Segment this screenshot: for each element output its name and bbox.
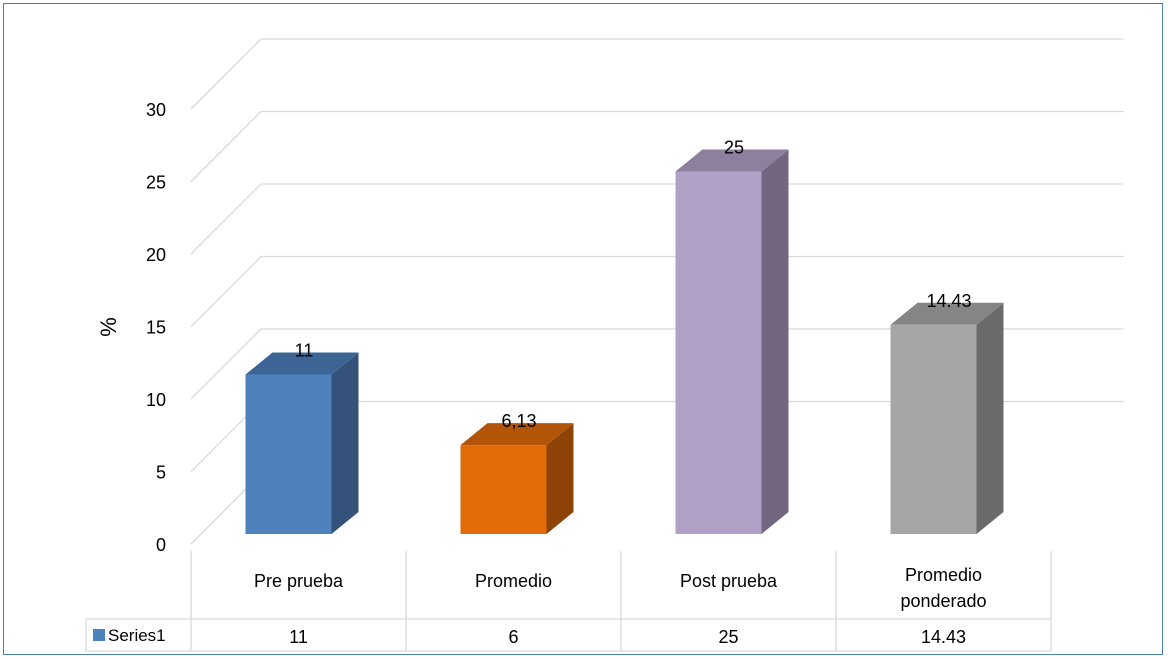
y-tick-label: 20 xyxy=(146,245,166,265)
y-tick-label: 5 xyxy=(156,463,166,483)
y-tick-label: 15 xyxy=(146,318,166,338)
bar-top xyxy=(890,302,1004,325)
y-axis-ticks: 0 5 10 15 20 25 30 xyxy=(146,100,166,555)
gridline-slant xyxy=(190,183,262,255)
bars xyxy=(245,149,1004,534)
legend-series-label: Series1 xyxy=(108,626,166,645)
data-table: Pre prueba 11 Promedio 6 Post prueba 25 Promed… xyxy=(85,551,1052,652)
category-label: Promedio xyxy=(475,571,552,591)
bar xyxy=(890,324,977,534)
category-label: Promedio ponderado xyxy=(900,565,986,611)
bar-top xyxy=(245,352,359,375)
table-value: 14.43 xyxy=(921,627,966,647)
legend-swatch xyxy=(93,629,105,641)
table-value: 11 xyxy=(289,627,308,647)
bar-side xyxy=(976,302,1004,534)
bar-top xyxy=(675,149,789,172)
bar-top xyxy=(460,423,574,446)
gridline-slant xyxy=(190,328,262,400)
table-value: 25 xyxy=(718,627,738,647)
bar-side xyxy=(331,352,359,534)
y-tick-label: 10 xyxy=(146,390,166,410)
table-value: 6 xyxy=(508,627,518,647)
bar-side xyxy=(761,149,789,534)
bar xyxy=(245,374,332,534)
y-tick-label: 0 xyxy=(156,535,166,555)
y-tick-label: 25 xyxy=(146,173,166,193)
data-label: 11 xyxy=(295,341,314,361)
chart-frame: 0 5 10 15 20 25 30 % 11 6,13 25 14.43 Pre prueba 1… xyxy=(3,3,1163,655)
bar-chart: 0 5 10 15 20 25 30 % 11 6,13 25 14.43 Pre prueba 1… xyxy=(85,38,1124,652)
category-label: Pre prueba xyxy=(254,571,344,591)
gridline-slant xyxy=(190,38,262,110)
bar-side xyxy=(546,423,574,534)
data-label: 14.43 xyxy=(926,291,971,311)
data-label: 25 xyxy=(724,138,744,158)
gridline-slant xyxy=(190,256,262,327)
y-tick-label: 30 xyxy=(146,100,166,120)
gridline-slant xyxy=(190,111,262,182)
data-labels: 11 6,13 25 14.43 xyxy=(295,138,972,432)
bar xyxy=(460,445,547,534)
category-label: Post prueba xyxy=(680,571,778,591)
y-axis-label: % xyxy=(96,317,121,337)
bar xyxy=(675,171,762,534)
data-label: 6,13 xyxy=(501,411,536,431)
